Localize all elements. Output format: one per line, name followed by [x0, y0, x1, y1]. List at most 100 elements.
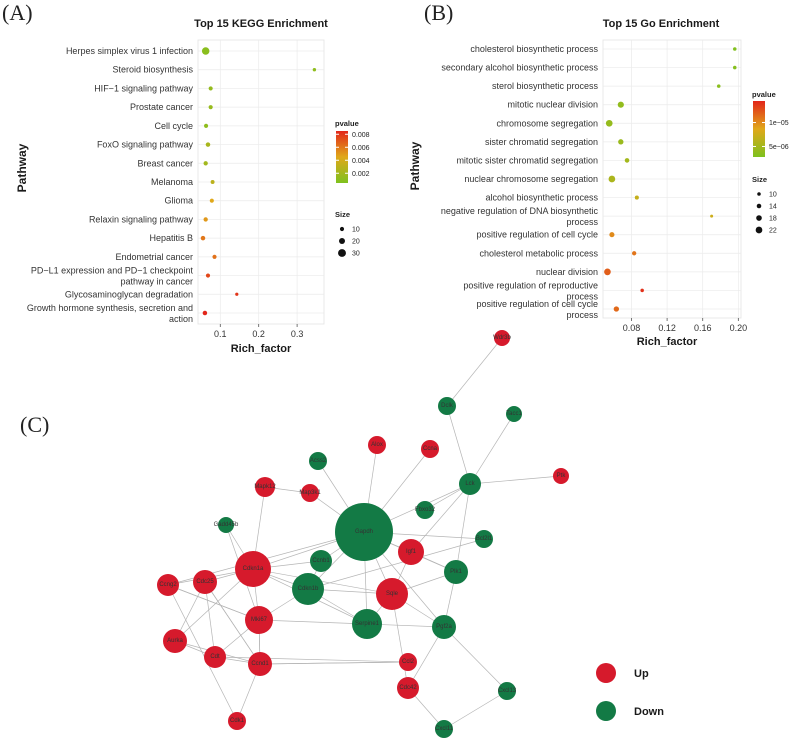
- kegg-category-label: PD−L1 expression and PD−1 checkpoint path…: [31, 266, 194, 287]
- network-node-circle: [475, 530, 493, 548]
- network-node-circle: [553, 468, 569, 484]
- network-node-circle: [248, 652, 272, 676]
- go-size-legend-dot: [756, 203, 762, 209]
- kegg-x-tick-label: 0.2: [252, 329, 265, 339]
- network-node-sqle: Sqle: [376, 578, 408, 610]
- legend-down-dot: [596, 701, 616, 721]
- kegg-point: [203, 161, 208, 166]
- network-node-label: Cdt: [210, 654, 220, 660]
- network-node-label: Alox: [371, 442, 383, 448]
- network-node-pgf2a: Pgf2a: [432, 615, 456, 639]
- kegg-category-label: Breast cancer: [137, 158, 193, 168]
- go-pvalue-legend: pvalue 5e−06 1e−05: [752, 90, 789, 157]
- kegg-pvalue-colorbar: [336, 131, 348, 183]
- network-node-aurka: Aurka: [163, 629, 187, 653]
- network-node-gadd45b: Gadd45b: [214, 517, 239, 533]
- kegg-point: [212, 254, 217, 259]
- go-category-label: sterol biosynthetic process: [492, 81, 599, 91]
- kegg-category-label: FoxO signaling pathway: [97, 140, 194, 150]
- network-node-label: Cxcl13: [498, 688, 517, 694]
- go-point: [605, 119, 613, 127]
- network-node-cdkn1a: Cdkn1a: [235, 551, 271, 587]
- network-node-ccnb1: Ccnb1: [310, 550, 332, 572]
- network-edge: [214, 656, 409, 663]
- network-node-circle: [498, 682, 516, 700]
- network-node-wdr3b: Wdr3b: [493, 330, 511, 346]
- go-panel: (B) Top 15 Go Enrichment cholesterol bio…: [408, 0, 789, 348]
- network-node-cxcl13: Cxcl13: [498, 682, 517, 700]
- network-edge: [204, 581, 261, 665]
- kegg-size-legend: Size 10 20 30: [335, 210, 360, 258]
- network-node-cdt: Cdt: [204, 646, 226, 668]
- go-pvalue-legend-label: 1e−05: [769, 120, 789, 127]
- network-node-circle: [398, 539, 424, 565]
- kegg-size-legend-title: Size: [335, 210, 350, 219]
- network-node-dclk: Dclk: [438, 397, 456, 415]
- go-pvalue-legend-label: 5e−06: [769, 144, 789, 151]
- network-node-mki67: Mki67: [245, 606, 273, 634]
- kegg-point: [209, 198, 214, 203]
- go-category-label: cholesterol metabolic process: [479, 248, 598, 258]
- network-node-circle: [444, 560, 468, 584]
- kegg-y-tick-labels: Herpes simplex virus 1 infection Steroid …: [27, 46, 194, 324]
- network-edge: [258, 619, 368, 625]
- network-node-bcl2l1: Bcl2l1: [475, 530, 493, 548]
- kegg-point: [235, 292, 239, 296]
- network-node-label: Igf1: [406, 549, 417, 555]
- network-node-circle: [245, 606, 273, 634]
- kegg-category-label: Growth hormone synthesis, secretion and a…: [27, 303, 193, 324]
- network-edge: [443, 690, 508, 730]
- go-point: [733, 47, 737, 51]
- network-node-label: Ccng2: [159, 582, 177, 588]
- go-x-tick-label: 0.20: [730, 323, 748, 333]
- network-node-label: Ptk: [557, 473, 567, 479]
- network-node-tacc1: Tacc1: [506, 406, 522, 422]
- network-node-circle: [421, 440, 439, 458]
- go-pvalue-legend-title: pvalue: [752, 90, 776, 99]
- go-title: Top 15 Go Enrichment: [603, 18, 720, 30]
- network-node-circle: [310, 550, 332, 572]
- kegg-category-label: Herpes simplex virus 1 infection: [66, 46, 193, 56]
- network-node-circle: [193, 570, 217, 594]
- go-grid: [603, 40, 741, 318]
- kegg-point: [208, 105, 213, 110]
- kegg-point: [204, 123, 209, 128]
- network-node-label: Mapk12: [254, 484, 276, 490]
- network-node-circle: [228, 712, 246, 730]
- kegg-panel: (A) Top 15 KEGG Enrichment Herpes simple…: [2, 0, 370, 355]
- kegg-pvalue-legend-label: 0.004: [352, 158, 370, 165]
- go-y-axis-title: Pathway: [408, 141, 422, 190]
- network-node-label: Ccl2: [402, 659, 415, 665]
- network-node-label: Sqle: [386, 591, 399, 597]
- panel-label-c: (C): [20, 412, 49, 437]
- network-edge: [167, 584, 238, 722]
- network-node-circle: [157, 574, 179, 596]
- kegg-category-label: Glioma: [164, 196, 193, 206]
- kegg-points: [200, 47, 317, 316]
- network-node-circle: [438, 397, 456, 415]
- network-node-circle: [397, 677, 419, 699]
- network-node-circle: [163, 629, 187, 653]
- network-node-igf1: Igf1: [398, 539, 424, 565]
- network-node-serpine1: Serpine1: [352, 609, 382, 639]
- go-point: [617, 101, 624, 108]
- kegg-size-legend-dot: [338, 249, 346, 257]
- network-node-cdkn1b: Cdkn1b: [292, 573, 324, 605]
- kegg-point: [205, 142, 211, 147]
- network-edge: [446, 337, 503, 407]
- go-x-tick-label: 0.12: [658, 323, 676, 333]
- network-node-label: Cdc25: [196, 579, 214, 585]
- network-node-map3k1: Map3k1: [299, 484, 321, 502]
- network-node-cdc42: Cdc42: [397, 677, 419, 699]
- go-point: [624, 158, 630, 163]
- network-node-circle: [335, 503, 393, 561]
- network-node-label: Cdc42: [399, 685, 417, 691]
- go-point: [733, 65, 737, 70]
- network-node-circle: [368, 436, 386, 454]
- legend-up-dot: [596, 663, 616, 683]
- kegg-size-legend-label: 20: [352, 239, 360, 246]
- go-point: [609, 232, 615, 238]
- network-edge: [469, 475, 562, 485]
- network-node-ccl2: Ccl2: [399, 653, 417, 671]
